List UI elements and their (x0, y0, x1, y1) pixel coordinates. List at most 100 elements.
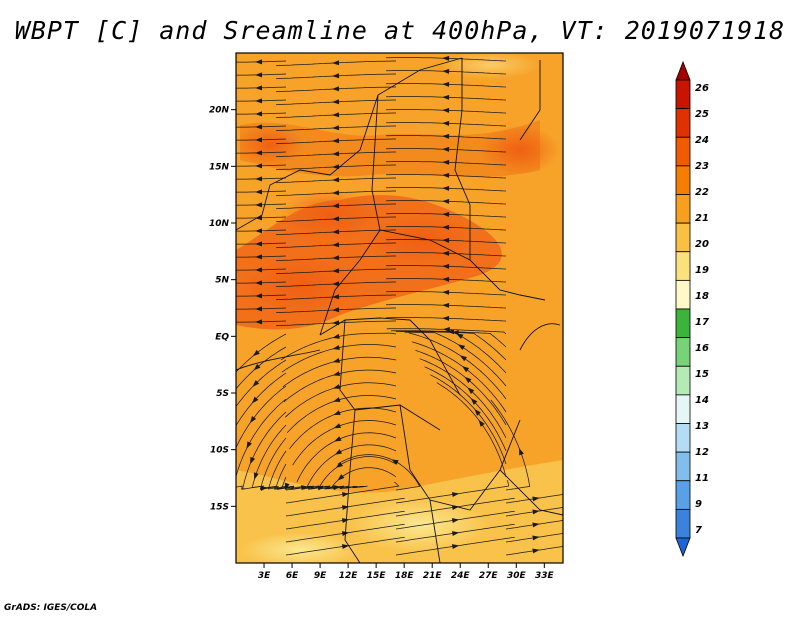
streamline-arrowhead (341, 492, 350, 498)
colorbar-label: 17 (695, 317, 709, 328)
streamline-arrowhead (332, 60, 340, 66)
colorbar-label: 14 (695, 395, 709, 406)
lon-tick-label: 9E (314, 571, 327, 581)
colorbar-label: 20 (695, 239, 709, 250)
chart-title: WBPT [C] and Sreamline at 400hPa, VT: 20… (14, 16, 786, 45)
streamline-arrowhead (332, 242, 340, 248)
streamline-arrowhead (442, 302, 450, 308)
streamline-arrowhead (332, 344, 340, 350)
streamline-arrowhead (255, 189, 263, 195)
longitude-axis: 3E 6E 9E 12E 15E 18E 21E 24E 27E 30E 33E (258, 563, 555, 581)
colorbar-label: 9 (695, 499, 702, 510)
colorbar-segment (675, 451, 691, 482)
streamline-arrowhead (253, 472, 259, 480)
streamline-arrowhead (255, 150, 263, 156)
colorbar-segment (675, 108, 691, 138)
colorbar-bottom-arrow (675, 537, 691, 558)
streamline-arrowhead (249, 416, 257, 424)
streamline-arrowhead (451, 544, 460, 550)
streamline-arrowhead (255, 98, 263, 104)
streamline-arrowhead (442, 146, 450, 152)
streamline-arrowhead (332, 384, 341, 389)
streamline-arrowhead (442, 289, 450, 295)
lon-tick-label: 27E (479, 571, 499, 581)
streamline-arrowhead (532, 522, 540, 528)
streamline-arrowhead (255, 254, 263, 260)
streamline-arrowhead (332, 294, 340, 300)
streamline-arrowhead (532, 548, 540, 554)
colorbar-segment (675, 423, 691, 453)
colorbar-segment (675, 222, 691, 253)
streamline-arrowhead (255, 241, 263, 247)
streamline-arrowhead (341, 544, 350, 550)
streamline-arrowhead (332, 190, 340, 196)
streamline-arrowhead (447, 329, 455, 335)
streamline-arrowhead (470, 398, 478, 405)
streamline-arrowhead (332, 268, 340, 274)
streamline-arrowhead (451, 531, 460, 537)
lat-tick-label: 15S (210, 502, 229, 512)
lat-tick-label: 10N (209, 219, 230, 229)
lat-tick-label: 15N (209, 162, 230, 172)
streamline-arrowhead (442, 81, 450, 87)
credit-label: GrADS: IGES/COLA (4, 603, 98, 613)
streamline-arrowhead (442, 263, 450, 269)
streamline-arrowhead (255, 280, 263, 286)
colorbar-label: 13 (695, 421, 709, 432)
colorbar-label: 7 (695, 525, 702, 536)
streamline-arrowhead (332, 229, 340, 235)
streamline-arrowhead (332, 177, 340, 183)
streamline-arrowhead (252, 349, 260, 357)
lon-tick-label: 18E (395, 571, 415, 581)
temperature-field (236, 53, 563, 563)
streamline-arrowhead (255, 306, 263, 312)
colorbar-label: 16 (695, 343, 709, 354)
streamline-arrowhead (260, 486, 268, 492)
lat-tick-label: EQ (215, 332, 229, 342)
lat-tick-label: 5N (215, 276, 229, 286)
streamline-arrowhead (332, 307, 340, 313)
streamline-arrowhead (442, 55, 450, 61)
streamline-arrowhead (332, 99, 340, 105)
lon-tick-label: 24E (451, 571, 471, 581)
streamline-arrowhead (255, 319, 263, 325)
streamline-arrowhead (252, 380, 260, 387)
colorbar-label: 23 (695, 161, 709, 172)
streamline-arrowhead (442, 172, 450, 178)
streamline-arrowhead (332, 358, 341, 363)
streamline-arrowhead (332, 333, 340, 339)
streamline-arrowhead (456, 333, 464, 339)
streamline-arrowhead (442, 159, 450, 165)
streamline-arrowhead (442, 68, 450, 74)
lat-tick-label: 5S (216, 389, 229, 399)
streamline-arrowhead (337, 474, 345, 481)
streamline-arrowhead (251, 396, 259, 404)
streamline-arrowhead (333, 485, 341, 491)
streamline-arrowhead (442, 276, 450, 282)
colorbar-label: 12 (695, 447, 709, 458)
streamline-arrowhead (255, 293, 263, 299)
lon-tick-label: 33E (535, 571, 555, 581)
lat-tick-label: 10S (210, 446, 229, 456)
streamline-arrowhead (442, 185, 450, 191)
colorbar-label: 24 (695, 135, 709, 146)
colorbar-segment (675, 337, 691, 367)
streamline-arrowhead (284, 482, 290, 491)
colorbar-label: 18 (695, 291, 709, 302)
colorbar-segment (675, 165, 691, 195)
streamline-arrowhead (332, 203, 340, 209)
streamline-arrowhead (255, 72, 263, 78)
streamline-arrowhead (332, 125, 340, 131)
streamline-arrowhead (464, 376, 472, 384)
streamline-arrowhead (461, 366, 470, 373)
streamline-arrowhead (333, 410, 341, 415)
streamline-arrowhead (532, 509, 540, 515)
lon-tick-label: 12E (339, 571, 359, 581)
colorbar-segment (675, 79, 691, 110)
latitude-axis: 20N 15N 10N 5N EQ 5S 10S 15S (209, 106, 236, 512)
streamline-arrowhead (334, 449, 343, 455)
colorbar-segment (675, 394, 691, 424)
streamline-arrowhead (255, 59, 263, 65)
streamline-arrowhead (317, 485, 325, 491)
streamline-arrowhead (255, 228, 263, 234)
